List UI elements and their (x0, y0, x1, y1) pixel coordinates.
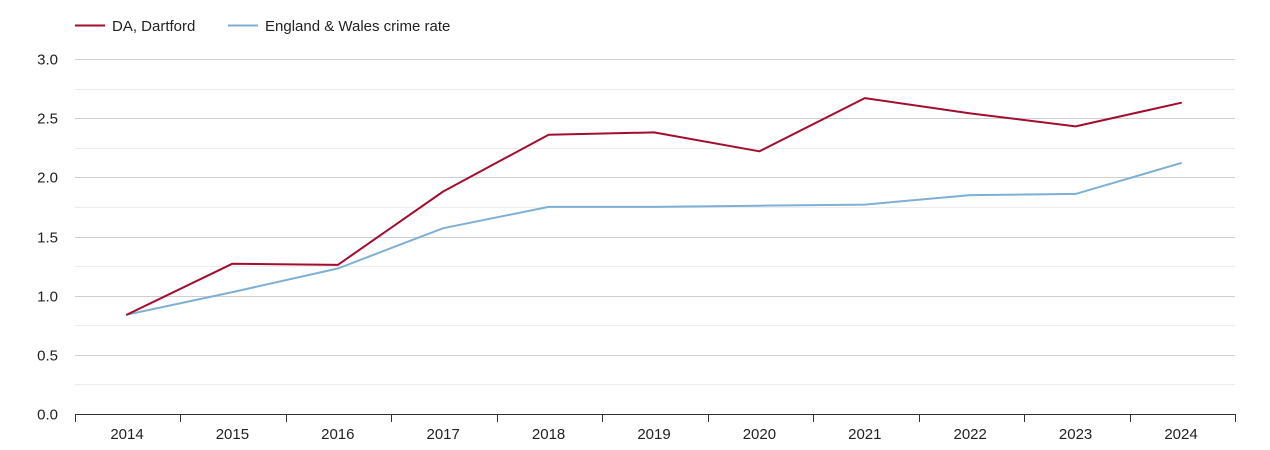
legend-label: England & Wales crime rate (265, 18, 450, 35)
x-tick-label: 2014 (110, 426, 143, 443)
x-tick-label: 2024 (1164, 426, 1197, 443)
x-tick-label: 2016 (321, 426, 354, 443)
y-tick-label: 3.0 (37, 52, 58, 69)
y-tick-label: 1.5 (37, 230, 58, 247)
y-tick-label: 1.0 (37, 289, 58, 306)
x-tick-label: 2021 (848, 426, 881, 443)
series-layer (126, 97, 1182, 316)
legend: DA, Dartford England & Wales crime rate (75, 18, 450, 35)
legend-item: DA, Dartford (75, 18, 195, 35)
y-tick-label: 0.0 (37, 407, 58, 424)
axes: 0.0 0.5 1.0 1.5 2.0 2.5 3.0 2014 2015 2016 2017 201… (37, 52, 1236, 443)
x-tick-label: 2017 (427, 426, 460, 443)
series-line-england-wales (126, 162, 1182, 316)
x-tick-label: 2023 (1059, 426, 1092, 443)
x-tick-label: 2022 (954, 426, 987, 443)
x-tick-label: 2019 (637, 426, 670, 443)
x-tick-label: 2018 (532, 426, 565, 443)
y-tick-label: 2.0 (37, 170, 58, 187)
x-tick-label: 2020 (743, 426, 776, 443)
legend-item: England & Wales crime rate (228, 18, 450, 35)
grid (75, 59, 1235, 385)
x-tick-label: 2015 (216, 426, 249, 443)
y-tick-label: 0.5 (37, 348, 58, 365)
legend-label: DA, Dartford (112, 18, 195, 35)
y-tick-label: 2.5 (37, 111, 58, 128)
